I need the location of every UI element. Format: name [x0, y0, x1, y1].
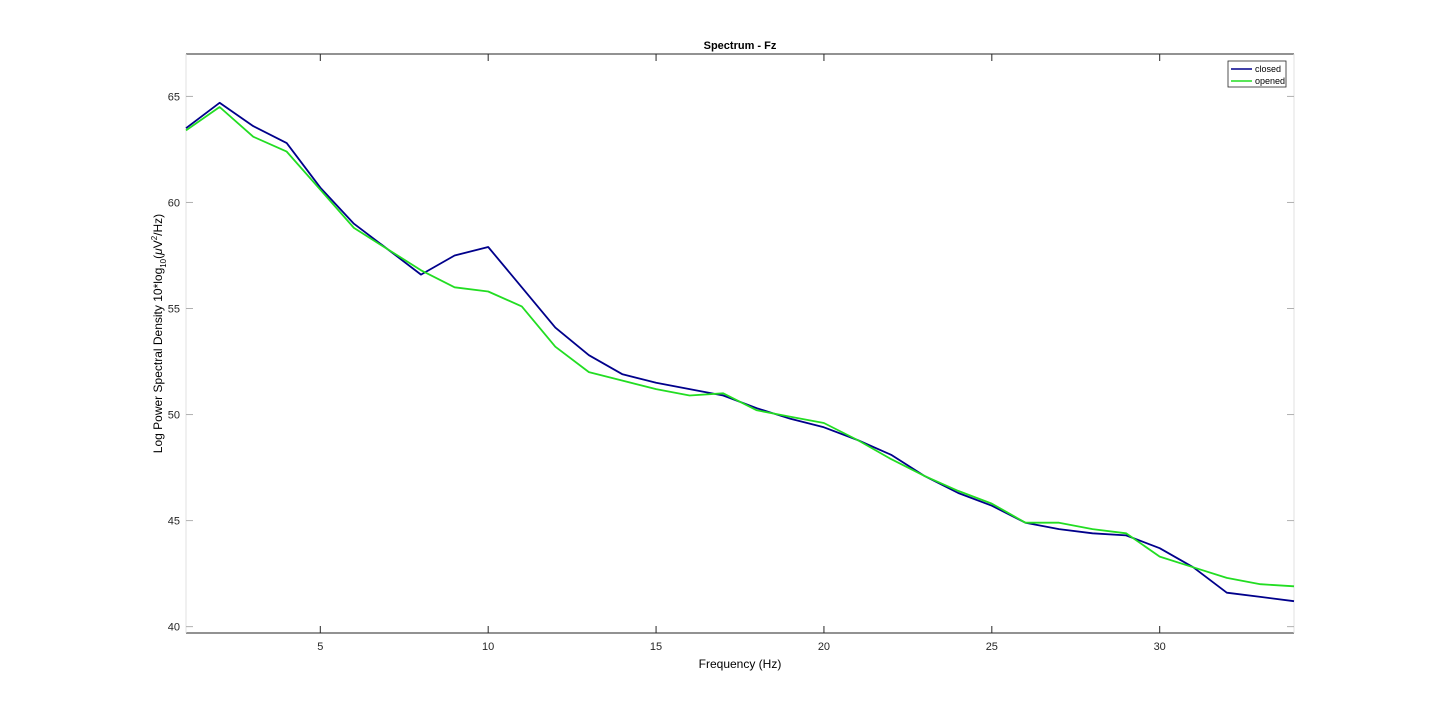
y-label-superscript: 2: [150, 235, 159, 240]
x-axis-label: Frequency (Hz): [699, 657, 782, 671]
y-label-open: (: [151, 255, 165, 259]
y-label-mu: μ: [151, 248, 165, 256]
y-label-suffix: /Hz): [151, 214, 165, 236]
y-label-subscript: 10: [159, 258, 168, 267]
y-tick-label: 60: [168, 197, 180, 209]
y-tick-label: 50: [168, 410, 180, 422]
legend-label-opened: opened: [1255, 76, 1285, 86]
x-tick-label: 20: [818, 641, 830, 653]
chart-title: Spectrum - Fz: [704, 40, 777, 52]
y-tick-label: 65: [168, 91, 180, 103]
y-label-unit: V: [151, 240, 165, 248]
x-tick-label: 5: [317, 641, 323, 653]
x-tick-label: 15: [650, 641, 662, 653]
series-line-closed: [185, 101, 1295, 603]
x-tick-label: 30: [1154, 641, 1166, 653]
series-line-opened: [185, 106, 1295, 588]
y-tick-label: 40: [168, 622, 180, 634]
x-tick-label: 25: [986, 641, 998, 653]
x-tick-label: 10: [482, 641, 494, 653]
legend-box: [1227, 60, 1287, 88]
legend-label-closed: closed: [1255, 64, 1281, 74]
y-tick-label: 55: [168, 304, 180, 316]
y-label-prefix: Log Power Spectral Density 10*log: [151, 268, 165, 453]
y-axis-label: Log Power Spectral Density 10*log10(μV2/…: [150, 214, 168, 453]
y-tick-label: 45: [168, 516, 180, 528]
